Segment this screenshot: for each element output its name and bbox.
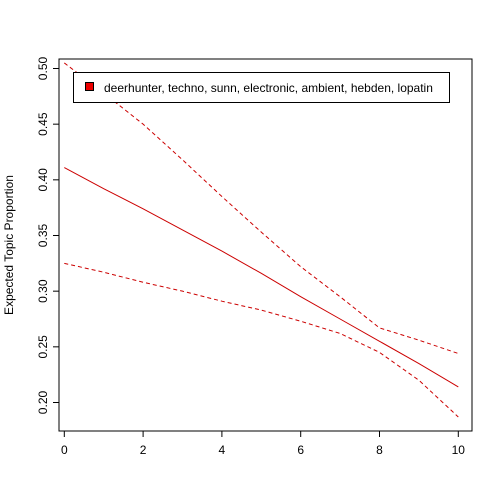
y-tick-label: 0.30 bbox=[36, 279, 50, 303]
series-line-lower-bound bbox=[64, 262, 459, 418]
x-tick-label: 6 bbox=[297, 443, 304, 457]
y-axis-title: Expected Topic Proportion bbox=[2, 175, 16, 315]
x-axis: 0 2 4 6 8 10 bbox=[61, 430, 466, 457]
x-tick-label: 10 bbox=[452, 443, 466, 457]
y-tick-label: 0.35 bbox=[36, 223, 50, 247]
x-tick-label: 0 bbox=[61, 443, 68, 457]
x-tick-label: 2 bbox=[140, 443, 147, 457]
x-tick-label: 8 bbox=[376, 443, 383, 457]
legend-entry-label: deerhunter, techno, sunn, electronic, am… bbox=[104, 81, 433, 95]
legend-swatch bbox=[85, 82, 94, 91]
y-tick-label: 0.50 bbox=[36, 56, 50, 80]
series-line-estimate bbox=[64, 167, 459, 388]
y-tick-label: 0.25 bbox=[36, 335, 50, 359]
series-layer bbox=[63, 62, 459, 418]
y-tick-label: 0.20 bbox=[36, 390, 50, 414]
x-tick-label: 4 bbox=[219, 443, 226, 457]
legend-box bbox=[73, 72, 450, 103]
y-tick-label: 0.45 bbox=[36, 112, 50, 136]
y-tick-label: 0.40 bbox=[36, 168, 50, 192]
legend: deerhunter, techno, sunn, electronic, am… bbox=[73, 72, 450, 103]
y-axis: 0.20 0.25 0.30 0.35 0.40 0.45 0.50 bbox=[36, 56, 60, 414]
series-line-upper-bound bbox=[63, 62, 459, 354]
